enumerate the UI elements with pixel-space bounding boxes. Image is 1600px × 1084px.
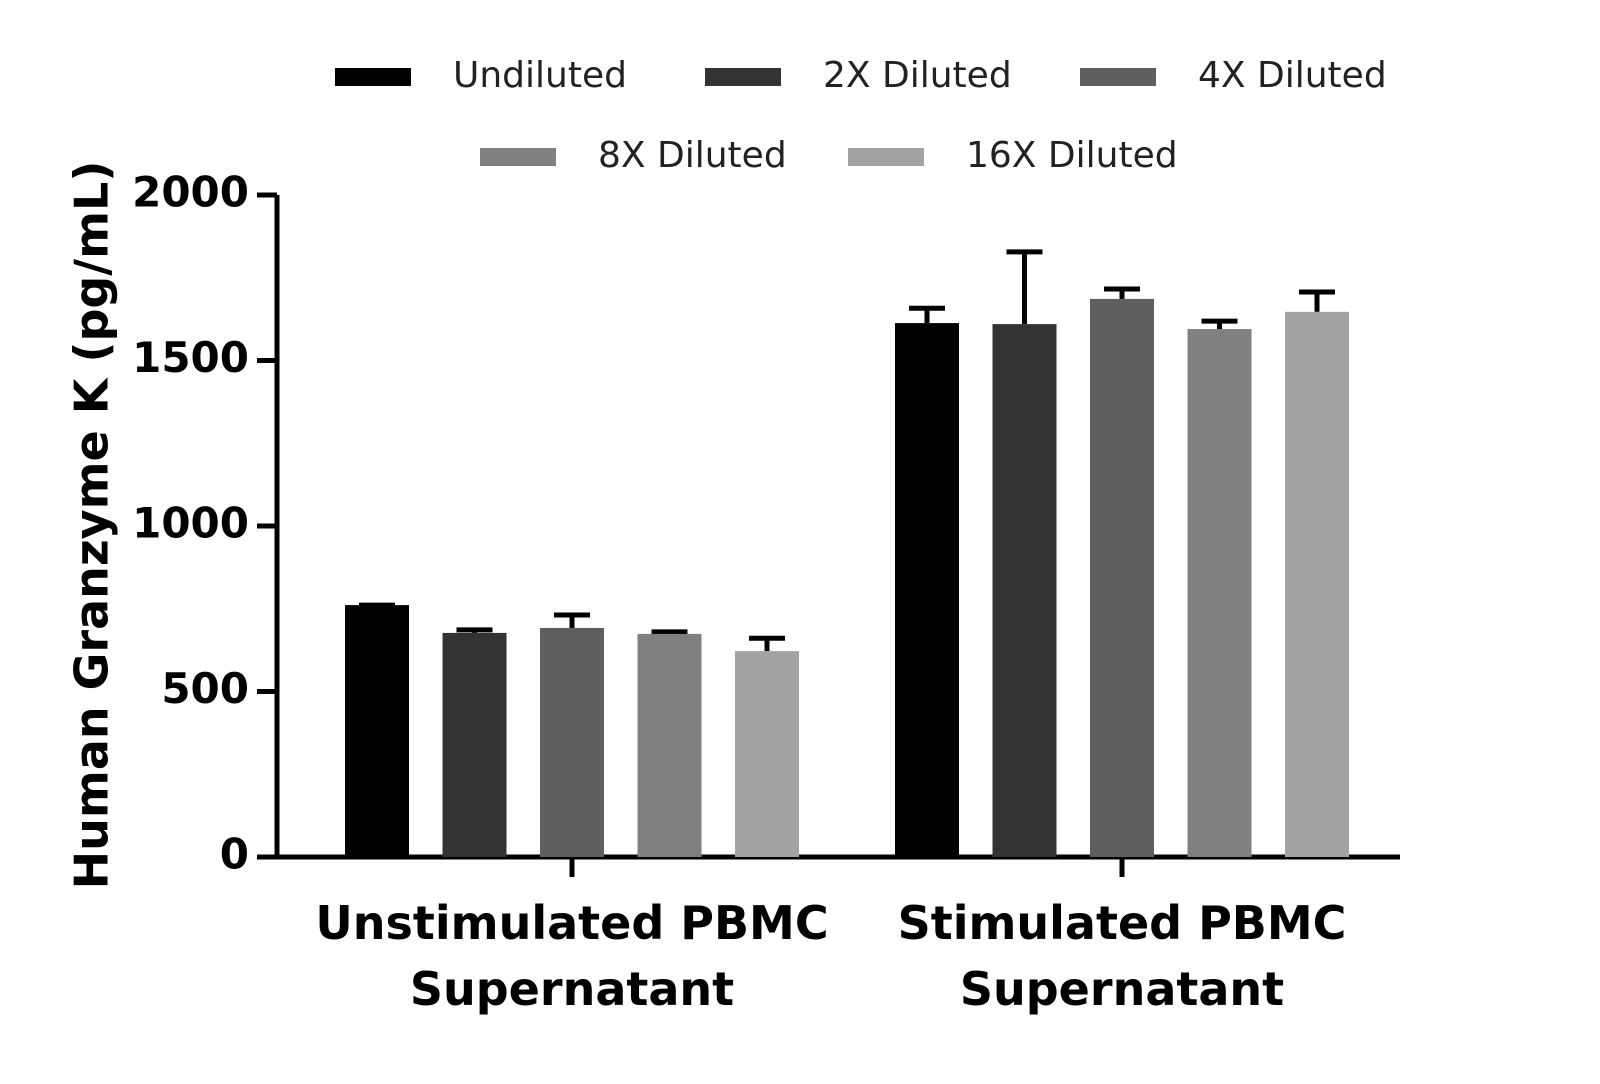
legend-label: 16X Diluted xyxy=(966,135,1178,176)
legend-swatch xyxy=(705,68,781,86)
bar xyxy=(735,651,799,857)
bar xyxy=(345,605,409,857)
y-tick-label: 500 xyxy=(161,664,249,713)
y-tick-label: 1000 xyxy=(132,499,249,548)
bar xyxy=(1285,311,1349,857)
bar xyxy=(895,323,959,857)
y-axis-label: Human Granzyme K (pg/mL) xyxy=(65,161,119,890)
legend-swatch xyxy=(848,148,924,166)
y-tick-label: 1500 xyxy=(132,333,249,382)
bar xyxy=(442,632,507,857)
x-tick-label: Stimulated PBMC Supernatant xyxy=(897,896,1347,1016)
legend-label: 2X Diluted xyxy=(823,55,1012,96)
bar xyxy=(992,324,1057,858)
y-tick-label: 2000 xyxy=(132,168,249,217)
bar xyxy=(1090,298,1154,858)
bar xyxy=(1187,329,1252,857)
legend-swatch xyxy=(1080,68,1156,86)
x-tick-label: Unstimulated PBMC Supernatant xyxy=(315,896,829,1016)
bar xyxy=(637,633,702,857)
legend-label: 8X Diluted xyxy=(598,135,787,176)
legend-label: 4X Diluted xyxy=(1198,55,1387,96)
bar xyxy=(540,627,604,857)
legend-swatch xyxy=(480,148,556,166)
y-tick-label: 0 xyxy=(220,830,249,879)
legend-label: Undiluted xyxy=(453,55,627,96)
legend-swatch xyxy=(335,68,411,86)
